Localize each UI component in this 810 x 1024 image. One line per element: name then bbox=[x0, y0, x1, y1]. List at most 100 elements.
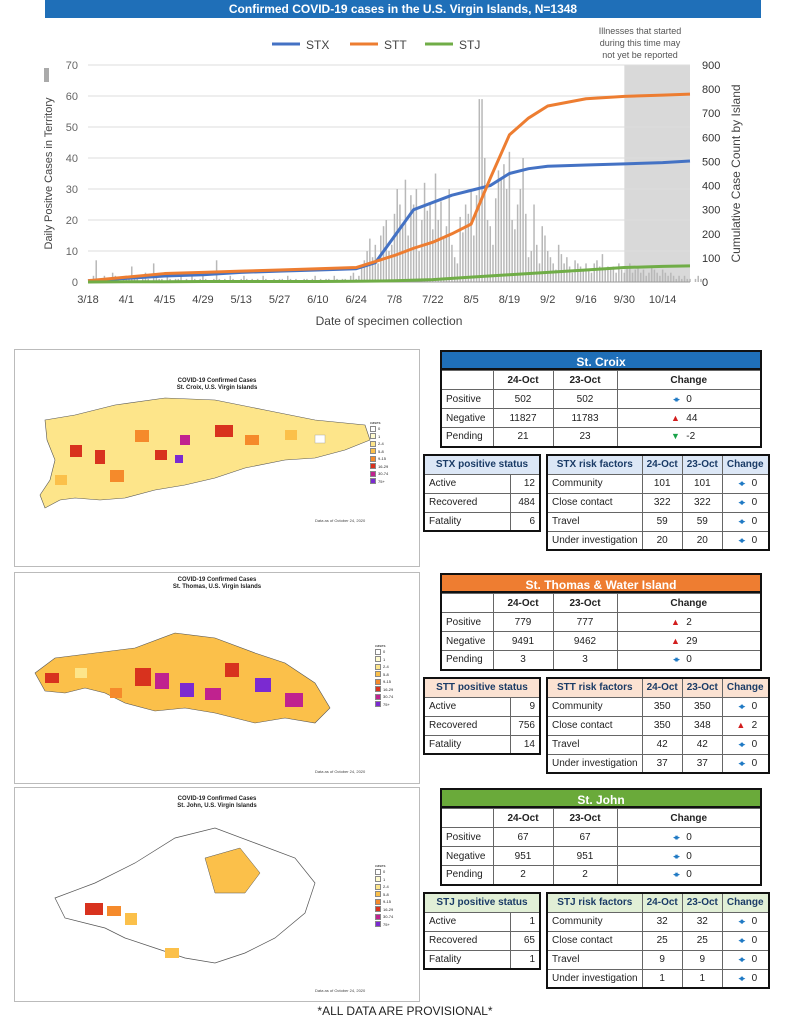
daily-case-bar bbox=[675, 278, 678, 282]
daily-case-bar bbox=[533, 204, 535, 282]
change-value: 44 bbox=[686, 412, 698, 424]
daily-case-bar bbox=[352, 272, 355, 282]
island-header: St. Thomas & Water Island bbox=[440, 573, 762, 593]
daily-case-bar bbox=[415, 189, 418, 282]
table-row: Travel 59 59 ◂▸ 0 bbox=[546, 511, 770, 532]
col-24oct: 24-Oct bbox=[641, 454, 683, 475]
legend-item: 5-8 bbox=[375, 891, 393, 899]
col-23oct: 23-Oct bbox=[681, 454, 723, 475]
change-value: 0 bbox=[751, 972, 758, 984]
y-right-tick-label: 600 bbox=[702, 132, 720, 144]
map-title-line2: St. Thomas, U.S. Virgin Islands bbox=[172, 584, 262, 590]
map-st-croix: COVID-19 Confirmed Cases St. Croix, U.S. … bbox=[14, 349, 420, 567]
daily-case-bar bbox=[229, 275, 232, 282]
x-tick-label: 9/30 bbox=[614, 294, 635, 306]
no-change-icon: ◂▸ bbox=[738, 701, 745, 711]
daily-case-bar bbox=[464, 204, 467, 282]
value-24oct: 101 bbox=[641, 473, 683, 494]
daily-case-bar bbox=[152, 263, 155, 282]
legend-item: 5-8 bbox=[375, 671, 393, 679]
daily-case-bar bbox=[369, 238, 371, 282]
risk-label: Travel bbox=[546, 734, 643, 755]
legend-item: 30-74 bbox=[375, 693, 393, 701]
daily-case-bar bbox=[577, 263, 579, 282]
table-row: Pending 3 3 ◂▸ 0 bbox=[440, 650, 762, 670]
daily-case-bar bbox=[407, 235, 409, 282]
x-tick-label: 4/1 bbox=[119, 294, 134, 306]
y-left-tick-label: 20 bbox=[66, 215, 78, 227]
col-change: Change bbox=[616, 370, 762, 390]
map-title: COVID-19 Confirmed Cases St. Croix, U.S. … bbox=[15, 378, 419, 392]
legend-label: 0 bbox=[383, 869, 386, 875]
map-legend: cases 0 1 2-4 5-8 9-15 16-29 30-74 75+ bbox=[375, 863, 393, 928]
daily-case-bar bbox=[404, 179, 407, 282]
y-left-tick-label: 70 bbox=[66, 60, 78, 72]
legend-label: 0 bbox=[378, 426, 381, 432]
daily-case-bar bbox=[470, 189, 472, 282]
daily-case-bar bbox=[697, 275, 699, 282]
legend-swatch bbox=[370, 440, 376, 447]
legend-swatch bbox=[370, 433, 376, 440]
table-row: Close contact 322 322 ◂▸ 0 bbox=[546, 492, 770, 513]
table-row: Close contact 350 348 ▲ 2 bbox=[546, 715, 770, 736]
daily-case-bar bbox=[467, 213, 470, 282]
value-23oct: 348 bbox=[681, 715, 723, 736]
table-row: Positive 779 777 ▲ 2 bbox=[440, 612, 762, 632]
daily-case-bar bbox=[664, 272, 667, 282]
daily-case-bar bbox=[525, 213, 527, 282]
daily-case-bar bbox=[582, 269, 585, 282]
daily-case-bar bbox=[593, 263, 595, 282]
down-arrow-icon: ▼ bbox=[671, 431, 680, 442]
map-date-note: Data as of October 24, 2020 bbox=[315, 518, 366, 523]
legend-swatch bbox=[375, 686, 381, 693]
positive-status-table: STJ positive status Active 1 Recovered 65 Fat… bbox=[423, 892, 541, 970]
daily-case-bar bbox=[637, 266, 639, 282]
daily-case-bar bbox=[590, 272, 593, 282]
daily-case-bar bbox=[604, 269, 606, 282]
daily-case-bar bbox=[462, 232, 464, 282]
value-23oct: 777 bbox=[552, 612, 618, 632]
daily-case-bar bbox=[659, 275, 661, 282]
col-change: Change bbox=[721, 454, 770, 475]
value-24oct: 3 bbox=[492, 650, 554, 670]
value-24oct: 779 bbox=[492, 612, 554, 632]
table-header-row: 24-Oct 23-Oct Change bbox=[440, 593, 762, 613]
daily-case-bar bbox=[503, 164, 505, 282]
legend-item: 5-8 bbox=[370, 448, 388, 456]
col-change: Change bbox=[616, 808, 762, 828]
daily-case-bar bbox=[536, 244, 538, 282]
legend-label: 5-8 bbox=[383, 671, 389, 677]
blank-cell bbox=[440, 593, 494, 613]
change-value: 0 bbox=[686, 869, 692, 881]
daily-case-bar bbox=[631, 272, 634, 282]
row-label: Negative bbox=[440, 846, 494, 866]
daily-case-bar bbox=[516, 204, 519, 282]
daily-case-bar bbox=[656, 272, 658, 282]
legend-swatch bbox=[375, 868, 381, 875]
change-value: 0 bbox=[751, 534, 758, 546]
legend-swatch bbox=[375, 906, 381, 913]
y-left-tick-label: 10 bbox=[66, 246, 78, 258]
st-john-island-shape bbox=[54, 827, 316, 964]
value-23oct: 951 bbox=[552, 846, 618, 866]
daily-case-bar bbox=[579, 266, 582, 282]
daily-case-bar bbox=[155, 275, 158, 282]
daily-case-bar bbox=[360, 266, 363, 282]
legend-swatch bbox=[375, 663, 381, 670]
up-arrow-icon: ▲ bbox=[671, 412, 680, 423]
daily-case-bar bbox=[494, 198, 497, 282]
status-value: 1 bbox=[509, 949, 541, 970]
st-croix-choropleth bbox=[39, 397, 371, 509]
change-value: 2 bbox=[751, 720, 758, 731]
status-value: 14 bbox=[509, 734, 541, 755]
risk-title: STX risk factors bbox=[546, 454, 643, 475]
legend-swatch bbox=[370, 448, 376, 455]
legend-label: 5-8 bbox=[378, 448, 384, 454]
value-23oct: 1 bbox=[681, 968, 723, 989]
daily-case-bar bbox=[371, 257, 374, 282]
st-croix-island-shape bbox=[39, 397, 371, 509]
value-24oct: 951 bbox=[492, 846, 554, 866]
legend-label: 30-74 bbox=[383, 914, 394, 920]
x-tick-label: 8/19 bbox=[499, 294, 520, 306]
daily-case-bar bbox=[607, 266, 609, 282]
